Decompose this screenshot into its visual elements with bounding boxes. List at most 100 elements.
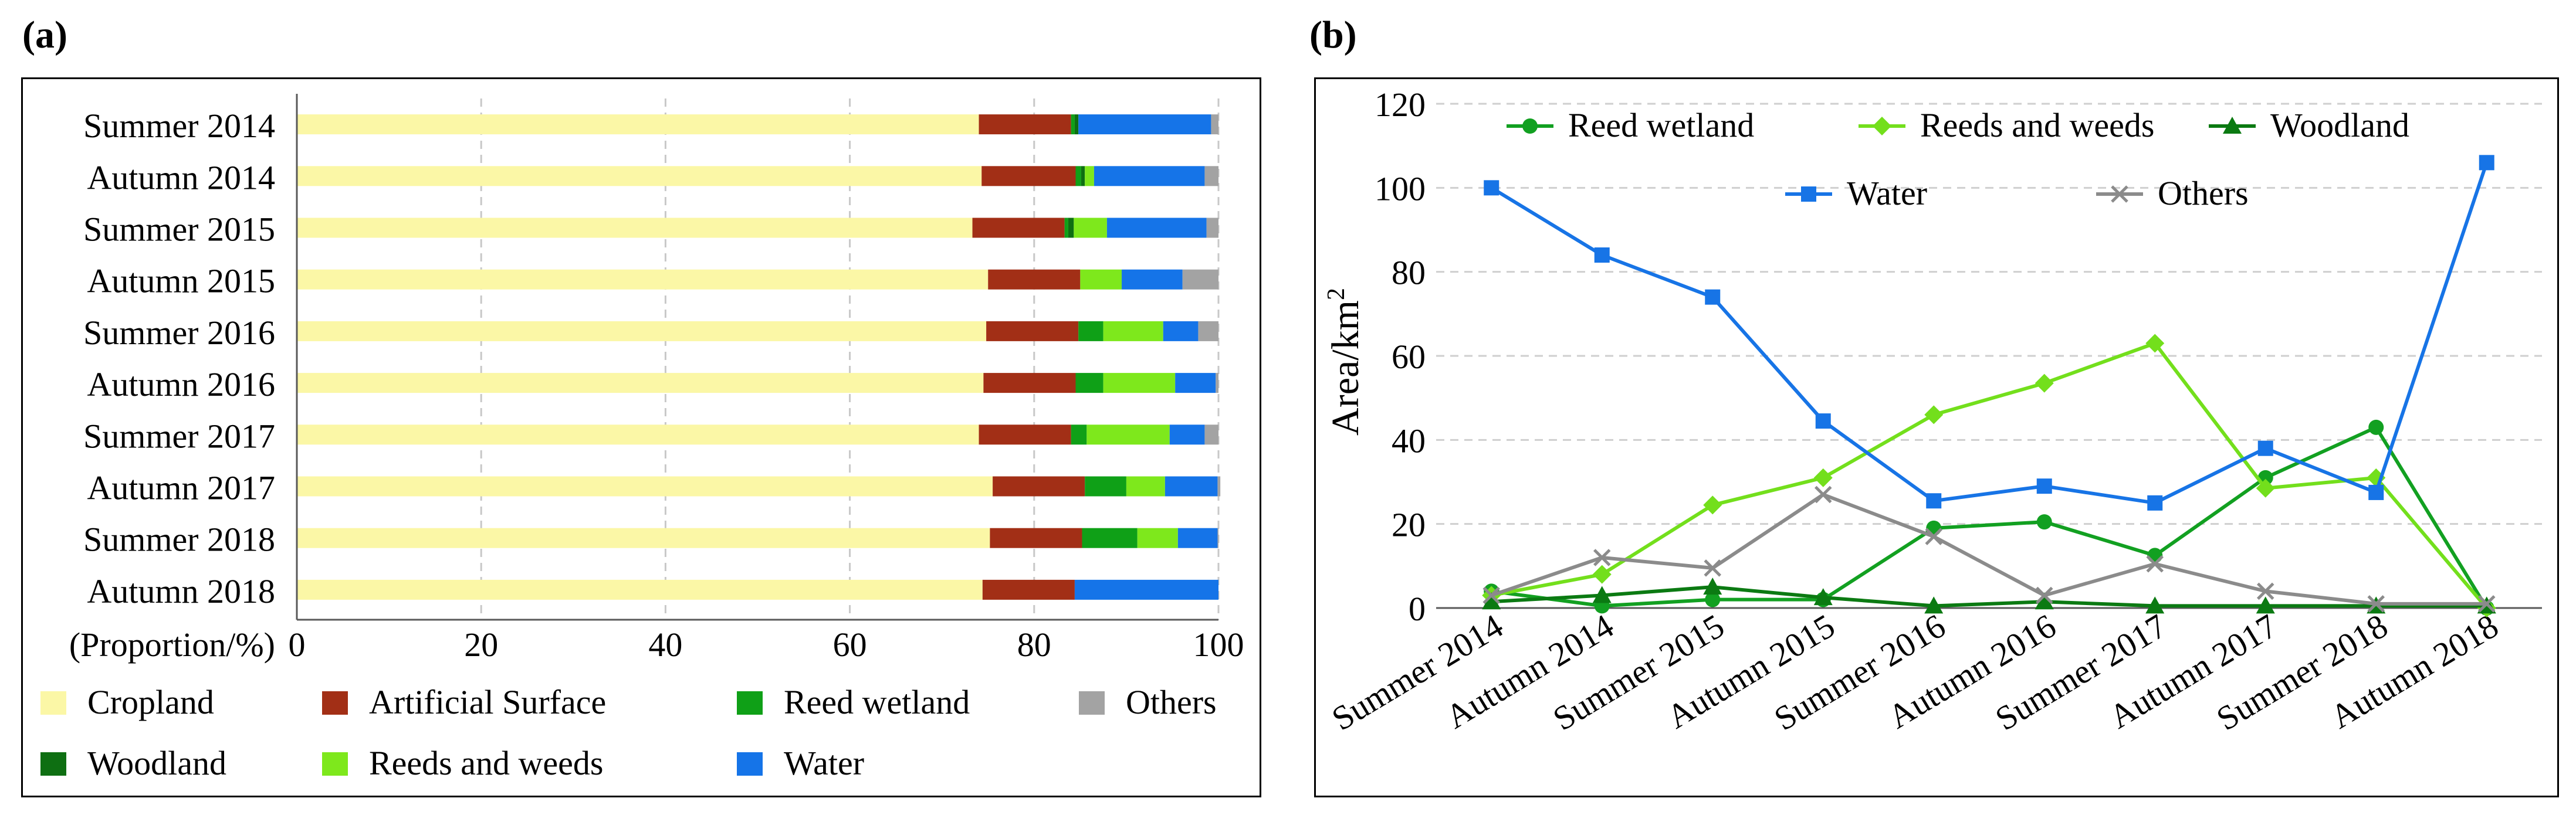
point-reeds-and-weeds-autumn-2017 bbox=[2256, 478, 2275, 498]
bar-segment-reed-wetland-summer-2017 bbox=[1071, 424, 1087, 445]
legend-label-water: Water bbox=[1847, 174, 1927, 212]
bar-segment-artificial-surface-autumn-2017 bbox=[993, 476, 1085, 497]
point-others-autumn-2014 bbox=[1593, 549, 1611, 566]
point-water-summer-2017 bbox=[2147, 495, 2163, 511]
category-label-autumn-2018: Autumn 2018 bbox=[87, 572, 275, 610]
legend-swatch-others bbox=[1079, 691, 1105, 715]
bar-segment-reed-wetland-summer-2015 bbox=[1064, 218, 1068, 238]
bar-segment-cropland-autumn-2014 bbox=[297, 166, 982, 186]
bar-segment-water-summer-2016 bbox=[1163, 321, 1199, 341]
bar-segment-reeds-and-weeds-autumn-2016 bbox=[1103, 373, 1176, 393]
point-reeds-and-weeds-summer-2015 bbox=[1703, 495, 1722, 515]
legend-swatch-water bbox=[737, 752, 763, 776]
point-water-autumn-2017 bbox=[2257, 440, 2273, 456]
point-reeds-and-weeds-summer-2017 bbox=[2145, 334, 2165, 353]
bar-segment-water-autumn-2017 bbox=[1165, 476, 1218, 497]
bar-segment-water-autumn-2015 bbox=[1122, 269, 1183, 290]
legend-label-reeds-and-weeds: Reeds and weeds bbox=[1920, 106, 2154, 144]
bar-segment-woodland-autumn-2014 bbox=[1081, 166, 1085, 186]
point-others-autumn-2018 bbox=[2477, 595, 2496, 613]
legend-marker-others bbox=[2111, 185, 2128, 203]
bar-segment-cropland-summer-2018 bbox=[297, 528, 990, 548]
bar-segment-cropland-autumn-2015 bbox=[297, 269, 989, 290]
bar-segment-cropland-autumn-2016 bbox=[297, 373, 984, 393]
point-others-summer-2015 bbox=[1704, 559, 1722, 577]
point-reed-wetland-summer-2015 bbox=[1705, 592, 1721, 607]
y-tick-label-40: 40 bbox=[1392, 422, 1426, 460]
category-label-autumn-2017: Autumn 2017 bbox=[87, 469, 275, 507]
point-water-autumn-2018 bbox=[2479, 155, 2494, 171]
point-water-summer-2016 bbox=[1926, 493, 1942, 509]
point-water-autumn-2015 bbox=[1815, 413, 1831, 429]
point-reeds-and-weeds-summer-2016 bbox=[1924, 405, 1944, 424]
category-label-summer-2014: Summer 2014 bbox=[83, 107, 275, 145]
series-line-woodland bbox=[1491, 585, 2487, 608]
bar-segment-woodland-summer-2015 bbox=[1068, 218, 1074, 238]
point-woodland-summer-2014 bbox=[1482, 592, 1501, 610]
y-tick-label-80: 80 bbox=[1392, 254, 1426, 292]
point-reeds-and-weeds-autumn-2015 bbox=[1813, 468, 1833, 487]
legend-marker-water bbox=[1801, 186, 1816, 202]
bar-segment-artificial-surface-summer-2016 bbox=[986, 321, 1079, 341]
panel-b-label: (b) bbox=[1309, 13, 1357, 56]
bar-segment-water-summer-2015 bbox=[1106, 218, 1207, 238]
legend-label-water: Water bbox=[784, 744, 864, 782]
bar-segment-reed-wetland-summer-2014 bbox=[1071, 114, 1075, 135]
bar-segment-artificial-surface-autumn-2016 bbox=[983, 373, 1076, 393]
bar-segment-reed-wetland-summer-2018 bbox=[1082, 528, 1138, 548]
category-label-summer-2018: Summer 2018 bbox=[83, 521, 275, 559]
point-others-summer-2018 bbox=[2367, 595, 2385, 613]
point-others-summer-2017 bbox=[2146, 555, 2164, 573]
bar-segment-cropland-summer-2014 bbox=[297, 114, 979, 135]
legend-label-woodland: Woodland bbox=[2270, 106, 2409, 144]
bar-segment-reeds-and-weeds-autumn-2014 bbox=[1085, 166, 1094, 186]
chart-b-frame: 0 20 40 60 80 100 120 Area/km2 Summer 2014 Autumn… bbox=[1314, 77, 2559, 797]
point-reeds-and-weeds-autumn-2016 bbox=[2035, 373, 2054, 393]
bar-segment-others-autumn-2017 bbox=[1217, 476, 1221, 497]
bar-segment-reed-wetland-autumn-2014 bbox=[1075, 166, 1081, 186]
bar-segment-artificial-surface-autumn-2014 bbox=[981, 166, 1076, 186]
bar-segment-artificial-surface-autumn-2015 bbox=[988, 269, 1081, 290]
stacked-bar-chart: Summer 2014 Autumn 2014 Summer 2015 Autumn … bbox=[40, 94, 1244, 782]
bar-segment-cropland-autumn-2018 bbox=[297, 579, 983, 600]
legend-label-reed-wetland: Reed wetland bbox=[784, 683, 970, 721]
bar-segment-cropland-summer-2015 bbox=[297, 218, 973, 238]
panel-a-label: (a) bbox=[22, 13, 67, 56]
bar-segment-artificial-surface-summer-2018 bbox=[990, 528, 1082, 548]
legend-label-others: Others bbox=[2158, 174, 2249, 212]
category-label-summer-2015: Summer 2015 bbox=[83, 210, 275, 249]
bar-segment-reed-wetland-autumn-2016 bbox=[1075, 373, 1103, 393]
bar-segment-cropland-summer-2017 bbox=[297, 424, 979, 445]
bar-segment-others-summer-2018 bbox=[1217, 528, 1218, 548]
series-line-water bbox=[1490, 162, 2489, 505]
y-tick-label-100: 100 bbox=[1375, 169, 1426, 208]
bar-segment-water-autumn-2016 bbox=[1175, 373, 1216, 393]
legend-label-reed-wetland: Reed wetland bbox=[1568, 106, 1754, 144]
bar-segment-others-summer-2016 bbox=[1198, 321, 1218, 341]
category-label-summer-2016: Summer 2016 bbox=[83, 314, 275, 352]
legend-marker-reeds-and-weeds bbox=[1873, 117, 1891, 135]
point-water-summer-2014 bbox=[1484, 180, 1499, 196]
bar-segment-artificial-surface-summer-2017 bbox=[979, 424, 1071, 445]
bar-segment-others-autumn-2014 bbox=[1204, 166, 1218, 186]
point-others-autumn-2016 bbox=[2035, 586, 2053, 604]
legend-swatch-reeds-and-weeds bbox=[322, 752, 348, 776]
bar-segment-water-autumn-2014 bbox=[1094, 166, 1205, 186]
legend-label-artificial-surface: Artificial Surface bbox=[369, 683, 606, 721]
x-tick-label-100: 100 bbox=[1193, 626, 1244, 664]
bar-segment-others-summer-2015 bbox=[1206, 218, 1218, 238]
legend-label-woodland: Woodland bbox=[87, 744, 226, 782]
point-woodland-autumn-2016 bbox=[2035, 592, 2054, 610]
x-tick-label-40: 40 bbox=[648, 626, 682, 664]
point-woodland-autumn-2017 bbox=[2256, 596, 2275, 614]
point-others-summer-2014 bbox=[1482, 586, 1501, 604]
legend-marker-reed-wetland bbox=[1522, 118, 1538, 134]
bar-segment-reed-wetland-summer-2016 bbox=[1078, 321, 1103, 341]
legend-swatch-cropland bbox=[40, 691, 66, 715]
x-axis-title: (Proportion/%) bbox=[69, 626, 275, 664]
point-woodland-summer-2017 bbox=[2145, 596, 2165, 614]
point-reeds-and-weeds-autumn-2014 bbox=[1592, 565, 1612, 584]
category-label-autumn-2015: Autumn 2015 bbox=[87, 262, 275, 300]
bar-segment-others-autumn-2015 bbox=[1182, 269, 1218, 290]
